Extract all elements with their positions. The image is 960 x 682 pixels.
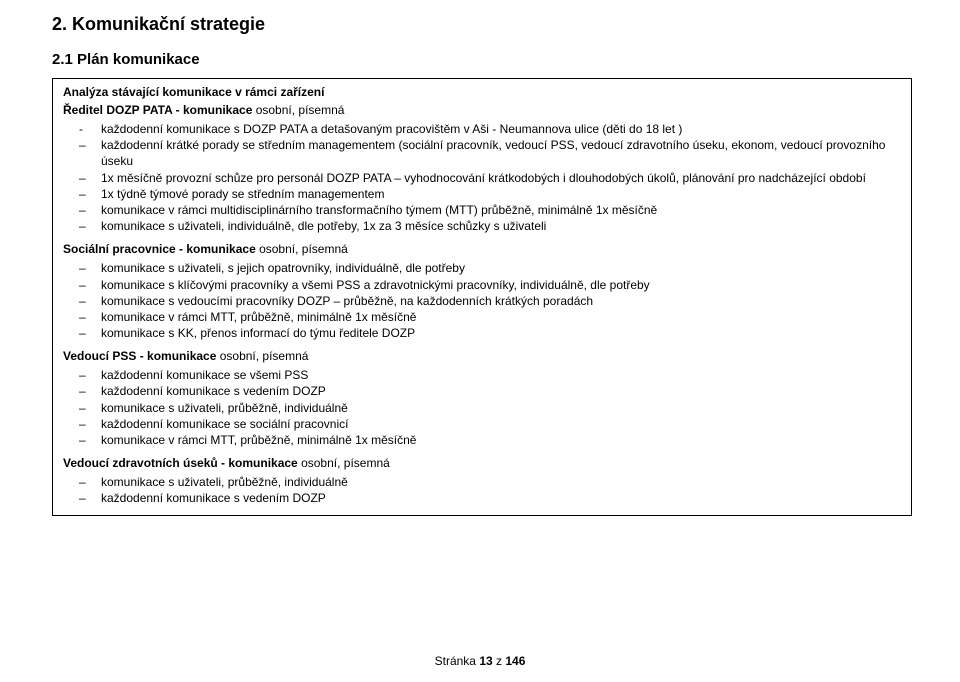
section-1-label: Ředitel DOZP PATA - komunikace — [63, 103, 252, 117]
heading-level-2: 2.1 Plán komunikace — [52, 51, 912, 68]
list-item: každodenní komunikace se všemi PSS — [101, 367, 901, 383]
section-3-list: každodenní komunikace se všemi PSS každo… — [63, 367, 901, 448]
section-4-heading: Vedoucí zdravotních úseků - komunikace o… — [63, 456, 901, 470]
list-item: každodenní komunikace s vedením DOZP — [101, 383, 901, 399]
list-item: komunikace s KK, přenos informací do tým… — [101, 325, 901, 341]
analysis-box: Analýza stávající komunikace v rámci zař… — [52, 78, 912, 516]
list-item: komunikace s uživateli, s jejich opatrov… — [101, 260, 901, 276]
section-3-suffix: osobní, písemná — [216, 349, 308, 363]
list-item: každodenní komunikace s DOZP PATA a deta… — [101, 121, 901, 137]
footer-page: 13 — [479, 654, 492, 668]
section-3-label: Vedoucí PSS - komunikace — [63, 349, 216, 363]
footer-prefix: Stránka — [435, 654, 480, 668]
box-title-bold: Analýza stávající komunikace v rámci zař… — [63, 85, 324, 99]
section-2-list: komunikace s uživateli, s jejich opatrov… — [63, 260, 901, 341]
footer-total: 146 — [505, 654, 525, 668]
page-footer: Stránka 13 z 146 — [0, 654, 960, 668]
section-3-heading: Vedoucí PSS - komunikace osobní, písemná — [63, 349, 901, 363]
list-item: 1x týdně týmové porady se středním manag… — [101, 186, 901, 202]
list-item: každodenní krátké porady se středním man… — [101, 137, 901, 169]
section-1-suffix: osobní, písemná — [252, 103, 344, 117]
footer-middle: z — [493, 654, 506, 668]
section-4-list: komunikace s uživateli, průběžně, indivi… — [63, 474, 901, 506]
list-item: komunikace v rámci multidisciplinárního … — [101, 202, 901, 218]
section-1-list: každodenní krátké porady se středním man… — [63, 137, 901, 234]
box-title: Analýza stávající komunikace v rámci zař… — [63, 85, 901, 99]
list-item: komunikace s uživateli, individuálně, dl… — [101, 218, 901, 234]
list-item: každodenní komunikace se sociální pracov… — [101, 416, 901, 432]
list-item: komunikace s klíčovými pracovníky a všem… — [101, 277, 901, 293]
heading-level-1: 2. Komunikační strategie — [52, 14, 912, 35]
section-1-dash-list: každodenní komunikace s DOZP PATA a deta… — [63, 121, 901, 137]
section-1-heading: Ředitel DOZP PATA - komunikace osobní, p… — [63, 103, 901, 117]
list-item: 1x měsíčně provozní schůze pro personál … — [101, 170, 901, 186]
section-4-label: Vedoucí zdravotních úseků - komunikace — [63, 456, 298, 470]
list-item: každodenní komunikace s vedením DOZP — [101, 490, 901, 506]
page-container: 2. Komunikační strategie 2.1 Plán komuni… — [0, 0, 960, 682]
list-item: komunikace s uživateli, průběžně, indivi… — [101, 400, 901, 416]
list-item: komunikace v rámci MTT, průběžně, minimá… — [101, 432, 901, 448]
list-item: komunikace v rámci MTT, průběžně, minimá… — [101, 309, 901, 325]
section-4-suffix: osobní, písemná — [298, 456, 390, 470]
list-item: komunikace s uživateli, průběžně, indivi… — [101, 474, 901, 490]
section-2-suffix: osobní, písemná — [256, 242, 348, 256]
list-item: komunikace s vedoucími pracovníky DOZP –… — [101, 293, 901, 309]
section-2-heading: Sociální pracovnice - komunikace osobní,… — [63, 242, 901, 256]
section-2-label: Sociální pracovnice - komunikace — [63, 242, 256, 256]
